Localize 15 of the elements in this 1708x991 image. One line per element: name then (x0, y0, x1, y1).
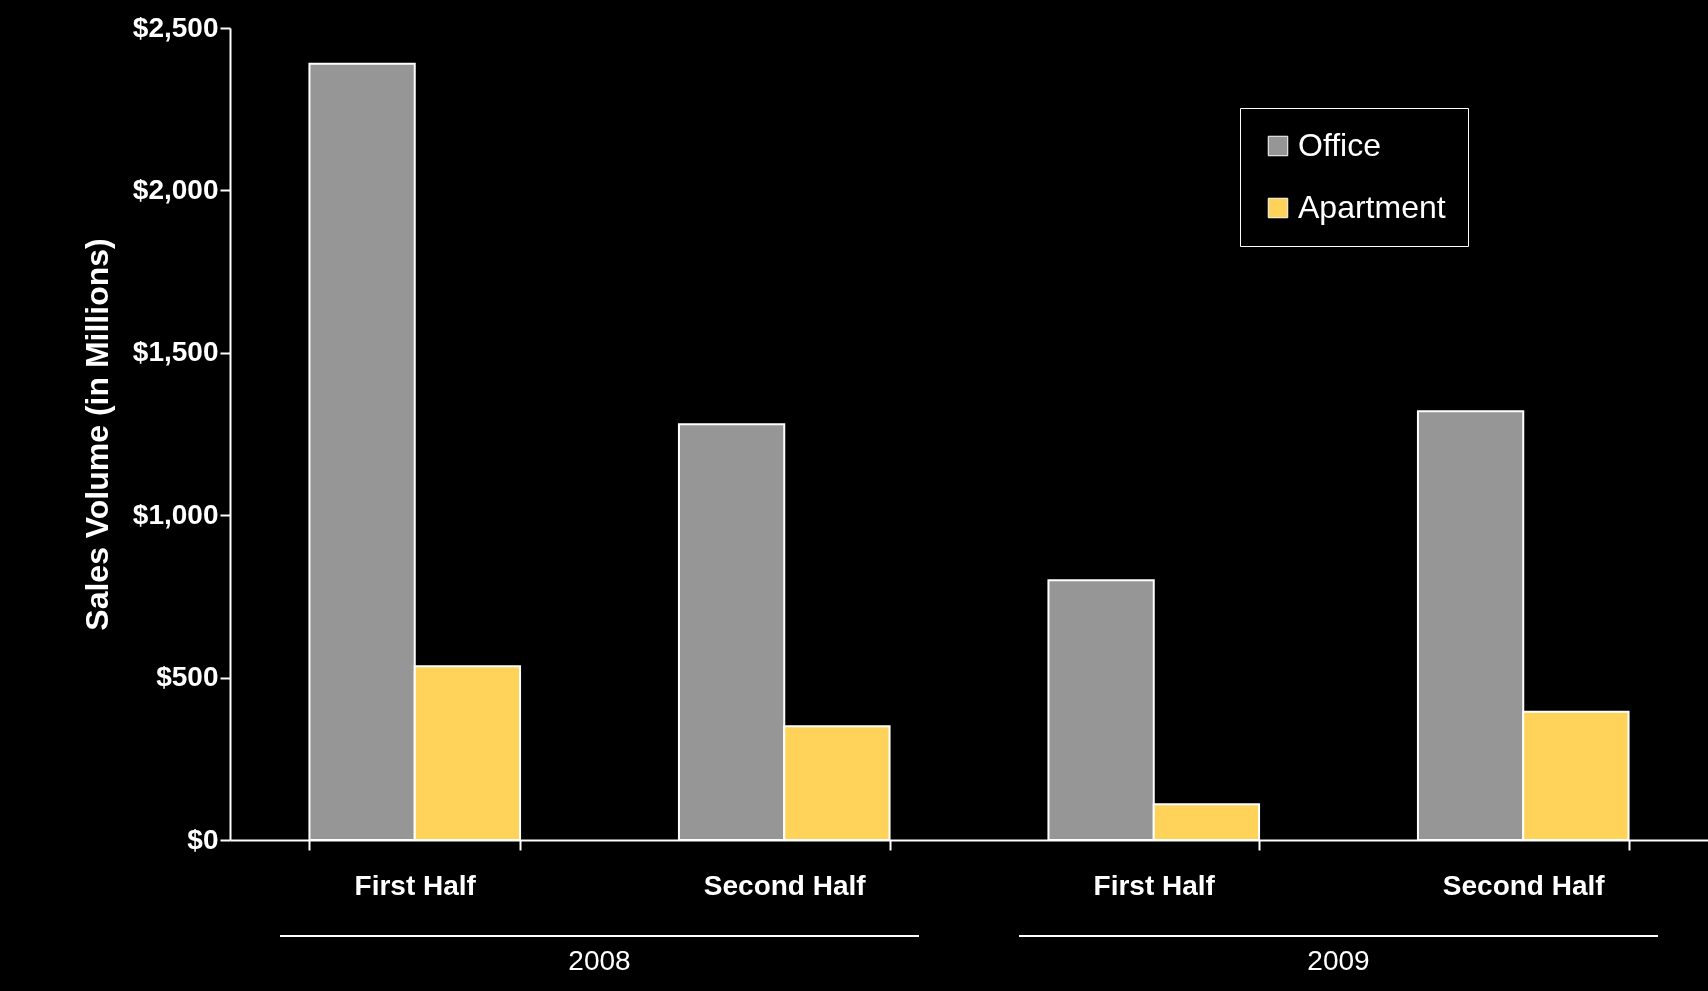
text: 2008 (567, 945, 632, 977)
y-tick-label: $0 (187, 823, 219, 855)
legend-label: Office (1298, 127, 1381, 163)
y-tick-label: $1,500 (132, 336, 219, 368)
y-axis-title: Sales Volume (in Millions) (78, 238, 115, 631)
x-tick-label: First Half (1093, 869, 1216, 901)
x-tick-label: First Half (354, 869, 477, 901)
y-tick-label: $1,000 (132, 498, 219, 530)
text: 2009 (1306, 945, 1371, 977)
y-tick-label: $2,000 (132, 173, 219, 205)
legend-label: Apartment (1298, 189, 1446, 225)
y-tick-label: $2,500 (132, 11, 219, 43)
x-tick-label: Second Half (1442, 869, 1606, 901)
y-tick-label: $500 (156, 661, 219, 693)
x-tick-label: Second Half (703, 869, 867, 901)
